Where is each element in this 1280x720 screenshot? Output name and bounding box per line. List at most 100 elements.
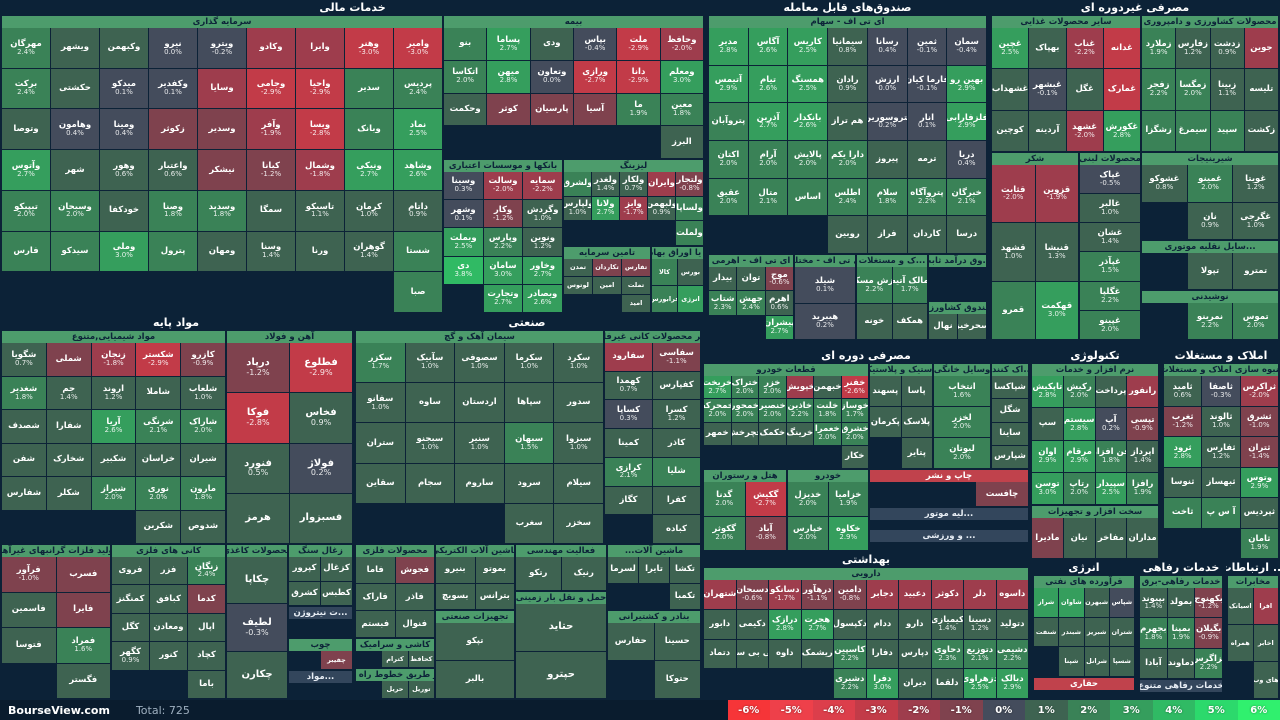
sector-title[interactable]: تکنولوژی xyxy=(1070,348,1120,362)
stock-tile[interactable]: دسینا 1.2% xyxy=(964,609,996,639)
stock-tile[interactable]: ثفارس 1.2% xyxy=(1202,437,1240,467)
stock-tile[interactable]: وتوصا xyxy=(2,109,50,150)
stock-tile[interactable]: رنیک xyxy=(561,557,606,590)
stock-tile[interactable]: دفارا xyxy=(866,639,898,669)
subsector-title[interactable]: خدمات رفاهی متنوع xyxy=(1140,680,1222,692)
stock-tile[interactable]: ولکار 0.7% xyxy=(620,172,647,196)
stock-tile[interactable]: ومهان xyxy=(198,231,246,272)
stock-tile[interactable]: پلاسک xyxy=(901,407,932,437)
stock-tile[interactable]: غشهداب xyxy=(992,69,1029,110)
stock-tile[interactable]: ثامان 1.9% xyxy=(1240,528,1278,558)
stock-tile[interactable]: بکهنوج -1.2% xyxy=(1195,588,1222,618)
stock-tile[interactable]: شاراک 2.0% xyxy=(181,410,225,443)
stock-tile[interactable]: ثبهساز xyxy=(1202,467,1240,497)
brand-link[interactable]: BourseView.com xyxy=(8,703,110,717)
stock-tile[interactable]: تکشا xyxy=(670,557,700,583)
stock-tile[interactable]: خپارس 2.0% xyxy=(788,516,828,550)
stock-tile[interactable]: خزامیا 1.9% xyxy=(828,482,868,516)
stock-tile[interactable]: کهمدا 0.7% xyxy=(605,371,652,400)
stock-tile[interactable]: ثشرق -1.0% xyxy=(1240,406,1278,436)
stock-tile[interactable]: غکورش 2.8% xyxy=(1103,110,1140,151)
subsector-title[interactable]: فعالیت مهندسی xyxy=(516,545,606,557)
sector-title[interactable]: مصرفی غیردوره ای xyxy=(1080,0,1190,14)
stock-tile[interactable]: تمدن xyxy=(564,259,592,276)
stock-tile[interactable]: ولانا 2.7% xyxy=(592,196,619,221)
stock-tile[interactable]: بانکدار 2.6% xyxy=(788,103,828,140)
stock-tile[interactable]: پرداخت xyxy=(1095,376,1127,408)
stock-tile[interactable]: شپاس0.1% xyxy=(1109,588,1134,617)
stock-tile[interactable]: اسیاتک xyxy=(1228,588,1253,624)
stock-tile[interactable]: فروی xyxy=(112,557,149,585)
stock-tile[interactable]: خریخت 2.7% xyxy=(704,376,731,399)
stock-tile[interactable]: وهامون 0.4% xyxy=(51,109,99,150)
stock-tile[interactable]: پاسا xyxy=(901,376,932,406)
stock-tile[interactable]: تمترو xyxy=(1233,253,1278,289)
stock-tile[interactable]: درهآور -1.1% xyxy=(801,580,833,609)
stock-tile[interactable]: ملت -2.9% xyxy=(617,28,660,60)
stock-tile[interactable]: شکربن xyxy=(136,510,181,543)
stock-tile[interactable]: سحرخیز xyxy=(958,314,986,339)
stock-tile[interactable]: فبستم xyxy=(356,611,395,637)
stock-tile[interactable]: حتوکا xyxy=(654,661,700,698)
stock-tile[interactable]: وهور 0.6% xyxy=(100,150,148,190)
subsector-title[interactable]: نرم افزار و خدمات xyxy=(1032,364,1158,376)
stock-tile[interactable]: چافست xyxy=(976,482,1028,506)
stock-tile[interactable]: فراز xyxy=(867,216,907,253)
subsector-title[interactable]: تجهیزات صنعتی xyxy=(436,611,514,623)
stock-tile[interactable]: سیدکو xyxy=(51,231,99,272)
stock-tile[interactable]: خرینگ xyxy=(786,422,813,445)
stock-tile[interactable]: سکرما 1.0% xyxy=(504,343,554,383)
stock-tile[interactable]: دی 3.8% xyxy=(444,256,483,284)
stock-tile[interactable]: میدکو 0.1% xyxy=(100,68,148,109)
stock-tile[interactable]: نیان xyxy=(1063,518,1095,558)
sector-title[interactable]: انرژی xyxy=(1068,560,1100,574)
stock-tile[interactable]: وشهر 0.1% xyxy=(444,200,483,228)
stock-tile[interactable]: وحکمت xyxy=(444,93,487,126)
subsector-title[interactable]: چوب xyxy=(289,639,352,651)
stock-tile[interactable]: حفارس xyxy=(608,623,654,660)
stock-tile[interactable]: زفارس 1.2% xyxy=(1176,28,1210,69)
stock-tile[interactable]: شلعاب 1.0% xyxy=(181,376,225,409)
stock-tile[interactable]: بنو xyxy=(444,28,487,60)
sector-title[interactable]: مواد پایه xyxy=(153,315,200,329)
subsector-title[interactable]: ...سایل نقلیه موتوری xyxy=(1142,241,1278,253)
stock-tile[interactable]: قثابت -2.0% xyxy=(992,165,1035,223)
stock-tile[interactable]: دشیمی 2.2% xyxy=(996,639,1028,669)
stock-tile[interactable]: فنورد 0.5% xyxy=(227,443,289,493)
subsector-title[interactable]: بیمه xyxy=(444,16,703,28)
stock-tile[interactable]: تلیسه xyxy=(1244,69,1278,110)
subsector-title[interactable]: ...مواد xyxy=(289,671,352,683)
stock-tile[interactable]: قنیشا 1.3% xyxy=(1035,223,1078,281)
stock-tile[interactable]: ومینا 0.4% xyxy=(100,109,148,150)
stock-tile[interactable]: سامان 3.0% xyxy=(483,256,523,284)
stock-tile[interactable]: خعمرا 2.0% xyxy=(814,422,841,445)
subsector-title[interactable]: آهن و فولاد xyxy=(227,331,352,343)
stock-tile[interactable]: کفرا xyxy=(653,486,700,515)
stock-tile[interactable]: فارس xyxy=(2,231,50,272)
stock-tile[interactable]: ولتجار -0.8% xyxy=(676,172,703,196)
stock-tile[interactable]: غپاک -0.5% xyxy=(1080,165,1140,194)
stock-tile[interactable]: ویسا -2.8% xyxy=(296,109,344,150)
stock-tile[interactable]: آباد -0.8% xyxy=(745,516,786,550)
stock-tile[interactable]: گدنا 2.0% xyxy=(704,482,745,516)
stock-tile[interactable]: گکیش -2.7% xyxy=(745,482,786,516)
stock-tile[interactable]: خبرگان 2.1% xyxy=(947,178,986,216)
stock-tile[interactable]: خمهر xyxy=(704,422,731,445)
subsector-title[interactable]: سخت افزار و تجهیزات xyxy=(1032,506,1158,518)
stock-tile[interactable]: نهال xyxy=(929,314,957,339)
stock-tile[interactable]: دسبحان -0.6% xyxy=(736,580,768,609)
stock-tile[interactable]: نوری 2.0% xyxy=(136,477,181,510)
stock-tile[interactable]: وتجارت 2.7% xyxy=(483,284,523,312)
stock-tile[interactable]: کگهر 0.9% xyxy=(112,642,149,670)
subsector-title[interactable]: ماشین آلات... xyxy=(608,545,700,557)
stock-tile[interactable]: تپکو xyxy=(436,623,514,660)
stock-tile[interactable]: زفجر 2.2% xyxy=(1142,69,1176,110)
stock-tile[interactable]: سنیر 1.0% xyxy=(455,423,504,463)
stock-tile[interactable]: کگاز xyxy=(605,486,652,515)
stock-tile[interactable]: خودکفا xyxy=(100,190,148,231)
stock-tile[interactable]: دلر xyxy=(964,580,996,609)
stock-tile[interactable]: وبصادر 2.6% xyxy=(523,284,562,312)
stock-tile[interactable]: غشوکو 0.8% xyxy=(1142,165,1187,202)
stock-tile[interactable]: سمان -0.4% xyxy=(947,28,986,65)
stock-tile[interactable]: درسا xyxy=(947,216,986,253)
